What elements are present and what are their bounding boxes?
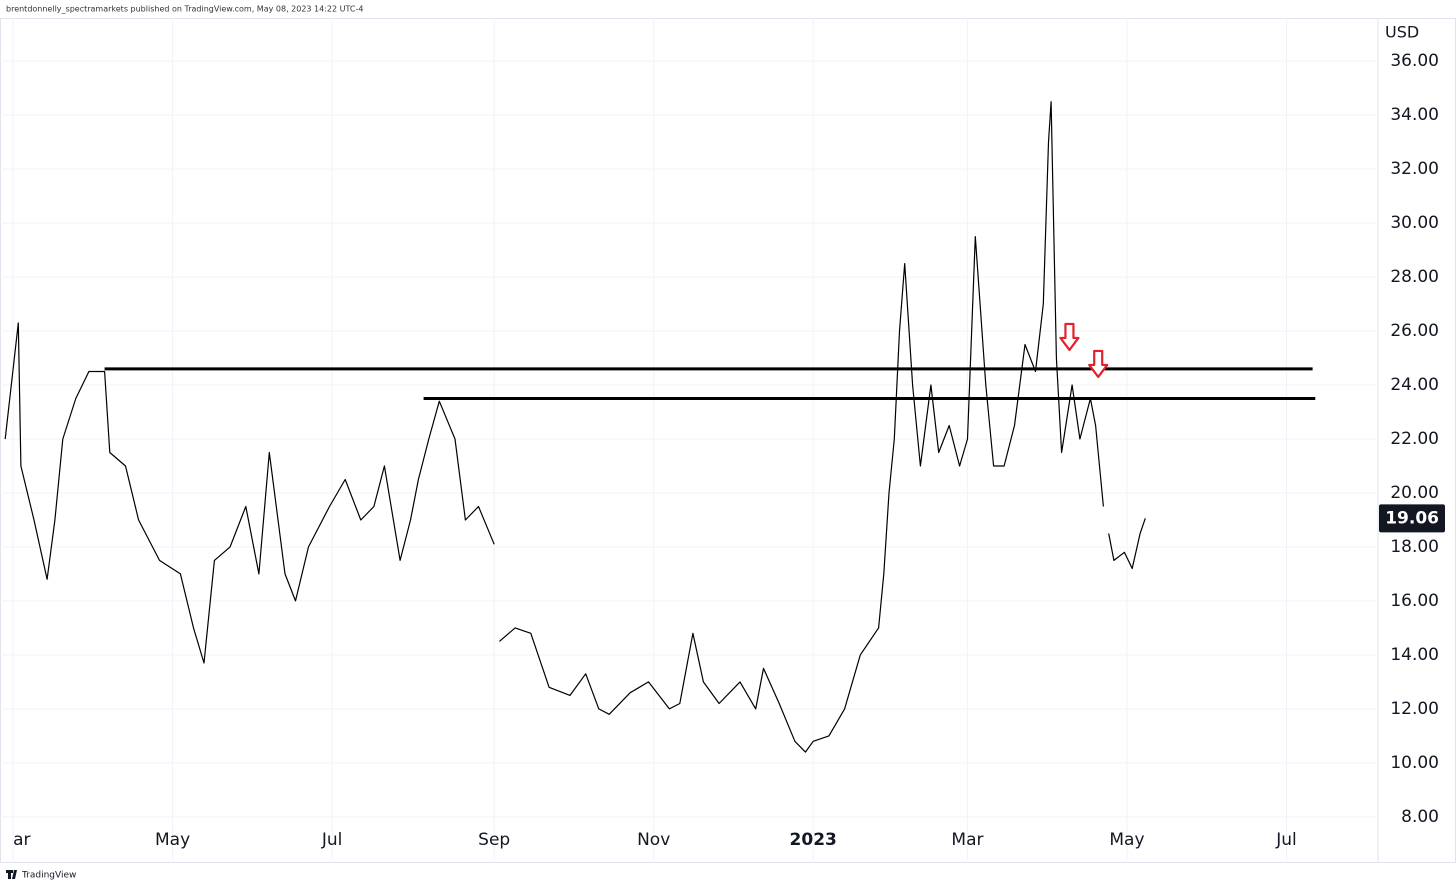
x-tick-label: Jul <box>321 830 343 850</box>
down-arrow <box>1059 322 1080 352</box>
y-tick-label: 22.00 <box>1390 429 1439 449</box>
x-tick-label: 2023 <box>790 830 837 850</box>
header: brentdonnelly_spectramarkets published o… <box>6 5 364 14</box>
footer: TradingView <box>21 871 76 881</box>
y-tick-label: 30.00 <box>1390 213 1439 233</box>
axes: 8.00 10.00 12.00 14.00 16.00 18.00 20.00 22.00 2… <box>13 51 1445 850</box>
grid <box>0 18 1378 860</box>
y-tick-label: 32.00 <box>1390 159 1439 179</box>
y-tick-label: 20.00 <box>1390 483 1439 503</box>
y-tick-label: 8.00 <box>1401 807 1439 827</box>
y-tick-label: 14.00 <box>1390 645 1439 665</box>
x-tick-label: Jul <box>1275 830 1297 850</box>
x-tick-label: May <box>1109 830 1144 850</box>
y-tick-label: 26.00 <box>1390 321 1439 341</box>
y-tick-label: 34.00 <box>1390 105 1439 125</box>
down-arrow <box>1088 349 1109 379</box>
y-tick-label: 12.00 <box>1390 699 1439 719</box>
y-tick-label: 16.00 <box>1390 591 1439 611</box>
y-tick-label: 10.00 <box>1390 753 1439 773</box>
x-tick-label: ar <box>13 830 30 850</box>
last-price-label: 19.06 <box>1385 508 1439 528</box>
last-price-box <box>1379 504 1445 533</box>
plot <box>4 101 1316 753</box>
x-tick-label: Nov <box>637 830 670 850</box>
x-tick-label: Sep <box>478 830 510 850</box>
y-tick-label: 36.00 <box>1390 51 1439 71</box>
x-tick-label: Mar <box>951 830 983 850</box>
x-tick-label: May <box>155 830 190 850</box>
y-tick-label: 24.00 <box>1390 375 1439 395</box>
y-axis-label: USD <box>1385 23 1419 42</box>
y-tick-label: 28.00 <box>1390 267 1439 287</box>
price-line <box>4 101 1146 753</box>
y-tick-label: 18.00 <box>1390 537 1439 557</box>
footer-logo <box>6 870 17 879</box>
